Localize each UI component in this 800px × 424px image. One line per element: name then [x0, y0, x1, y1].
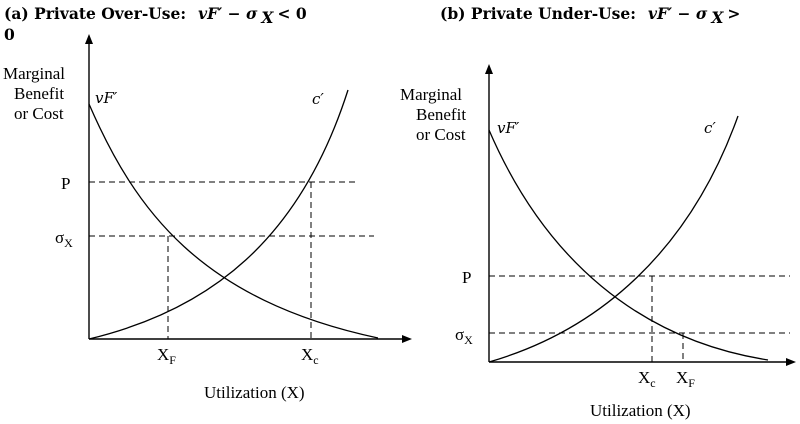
panel-a-x-axis-arrow [402, 335, 412, 343]
panel-a: (a) Private Over-Use: vF′ − σ X < 0 0 Ma… [3, 4, 412, 402]
panel-b-tick-xc: Xc [638, 368, 656, 390]
panel-b-benefit-curve-label: vF′ [497, 119, 520, 137]
panel-b-xlabel: Utilization (X) [590, 401, 691, 420]
panel-a-ylabel-line3: or Cost [14, 104, 64, 123]
panel-b: (b) Private Under-Use: vF′ − σ X > Margi… [400, 4, 796, 420]
panel-a-benefit-curve [88, 103, 379, 339]
panel-a-ylabel-line2: Benefit [14, 84, 64, 103]
panel-a-xlabel: Utilization (X) [204, 383, 305, 402]
panel-b-cost-curve [488, 115, 739, 363]
panel-b-tick-sigma: σX [455, 325, 473, 347]
panel-a-cost-curve [88, 89, 349, 340]
panel-b-title: (b) Private Under-Use: vF′ − σ X > [440, 4, 740, 27]
panel-a-tick-xf: XF [157, 345, 176, 367]
panel-b-y-axis-arrow [485, 64, 493, 74]
panel-b-tick-p: P [462, 268, 471, 287]
panel-b-benefit-curve [488, 129, 769, 361]
panel-b-title-math: vF′ − σ [648, 4, 708, 23]
panel-a-title-suffix: < 0 [277, 4, 306, 23]
panel-a-title-prefix: (a) Private Over-Use: [4, 4, 186, 23]
panel-a-tick-sigma: σX [55, 228, 73, 250]
panel-b-ylabel-line3: or Cost [416, 125, 466, 144]
panel-b-tick-xf: XF [676, 368, 695, 390]
panel-a-tick-p: P [61, 174, 70, 193]
panel-b-x-axis-arrow [786, 358, 796, 366]
panel-a-title-math: vF′ − σ [198, 4, 258, 23]
panel-b-cost-curve-label: c′ [704, 119, 716, 137]
panel-b-ylabel-line1: Marginal [400, 85, 462, 104]
panel-a-title-wrap: 0 [4, 25, 15, 44]
panel-a-cost-curve-label: c′ [312, 90, 324, 108]
panel-b-title-prefix: (b) Private Under-Use: [440, 4, 636, 23]
panel-b-title-suffix: > [727, 4, 740, 23]
panel-a-benefit-curve-label: vF′ [95, 89, 118, 107]
panel-a-y-axis-arrow [85, 34, 93, 44]
panel-b-ylabel-line2: Benefit [416, 105, 466, 124]
panel-a-title-math-sub: X [260, 8, 274, 27]
panel-b-title-math-sub: X [710, 8, 724, 27]
panel-a-tick-xc: Xc [301, 345, 319, 367]
panel-a-title: (a) Private Over-Use: vF′ − σ X < 0 [4, 4, 307, 27]
panel-a-ylabel-line1: Marginal [3, 64, 65, 83]
